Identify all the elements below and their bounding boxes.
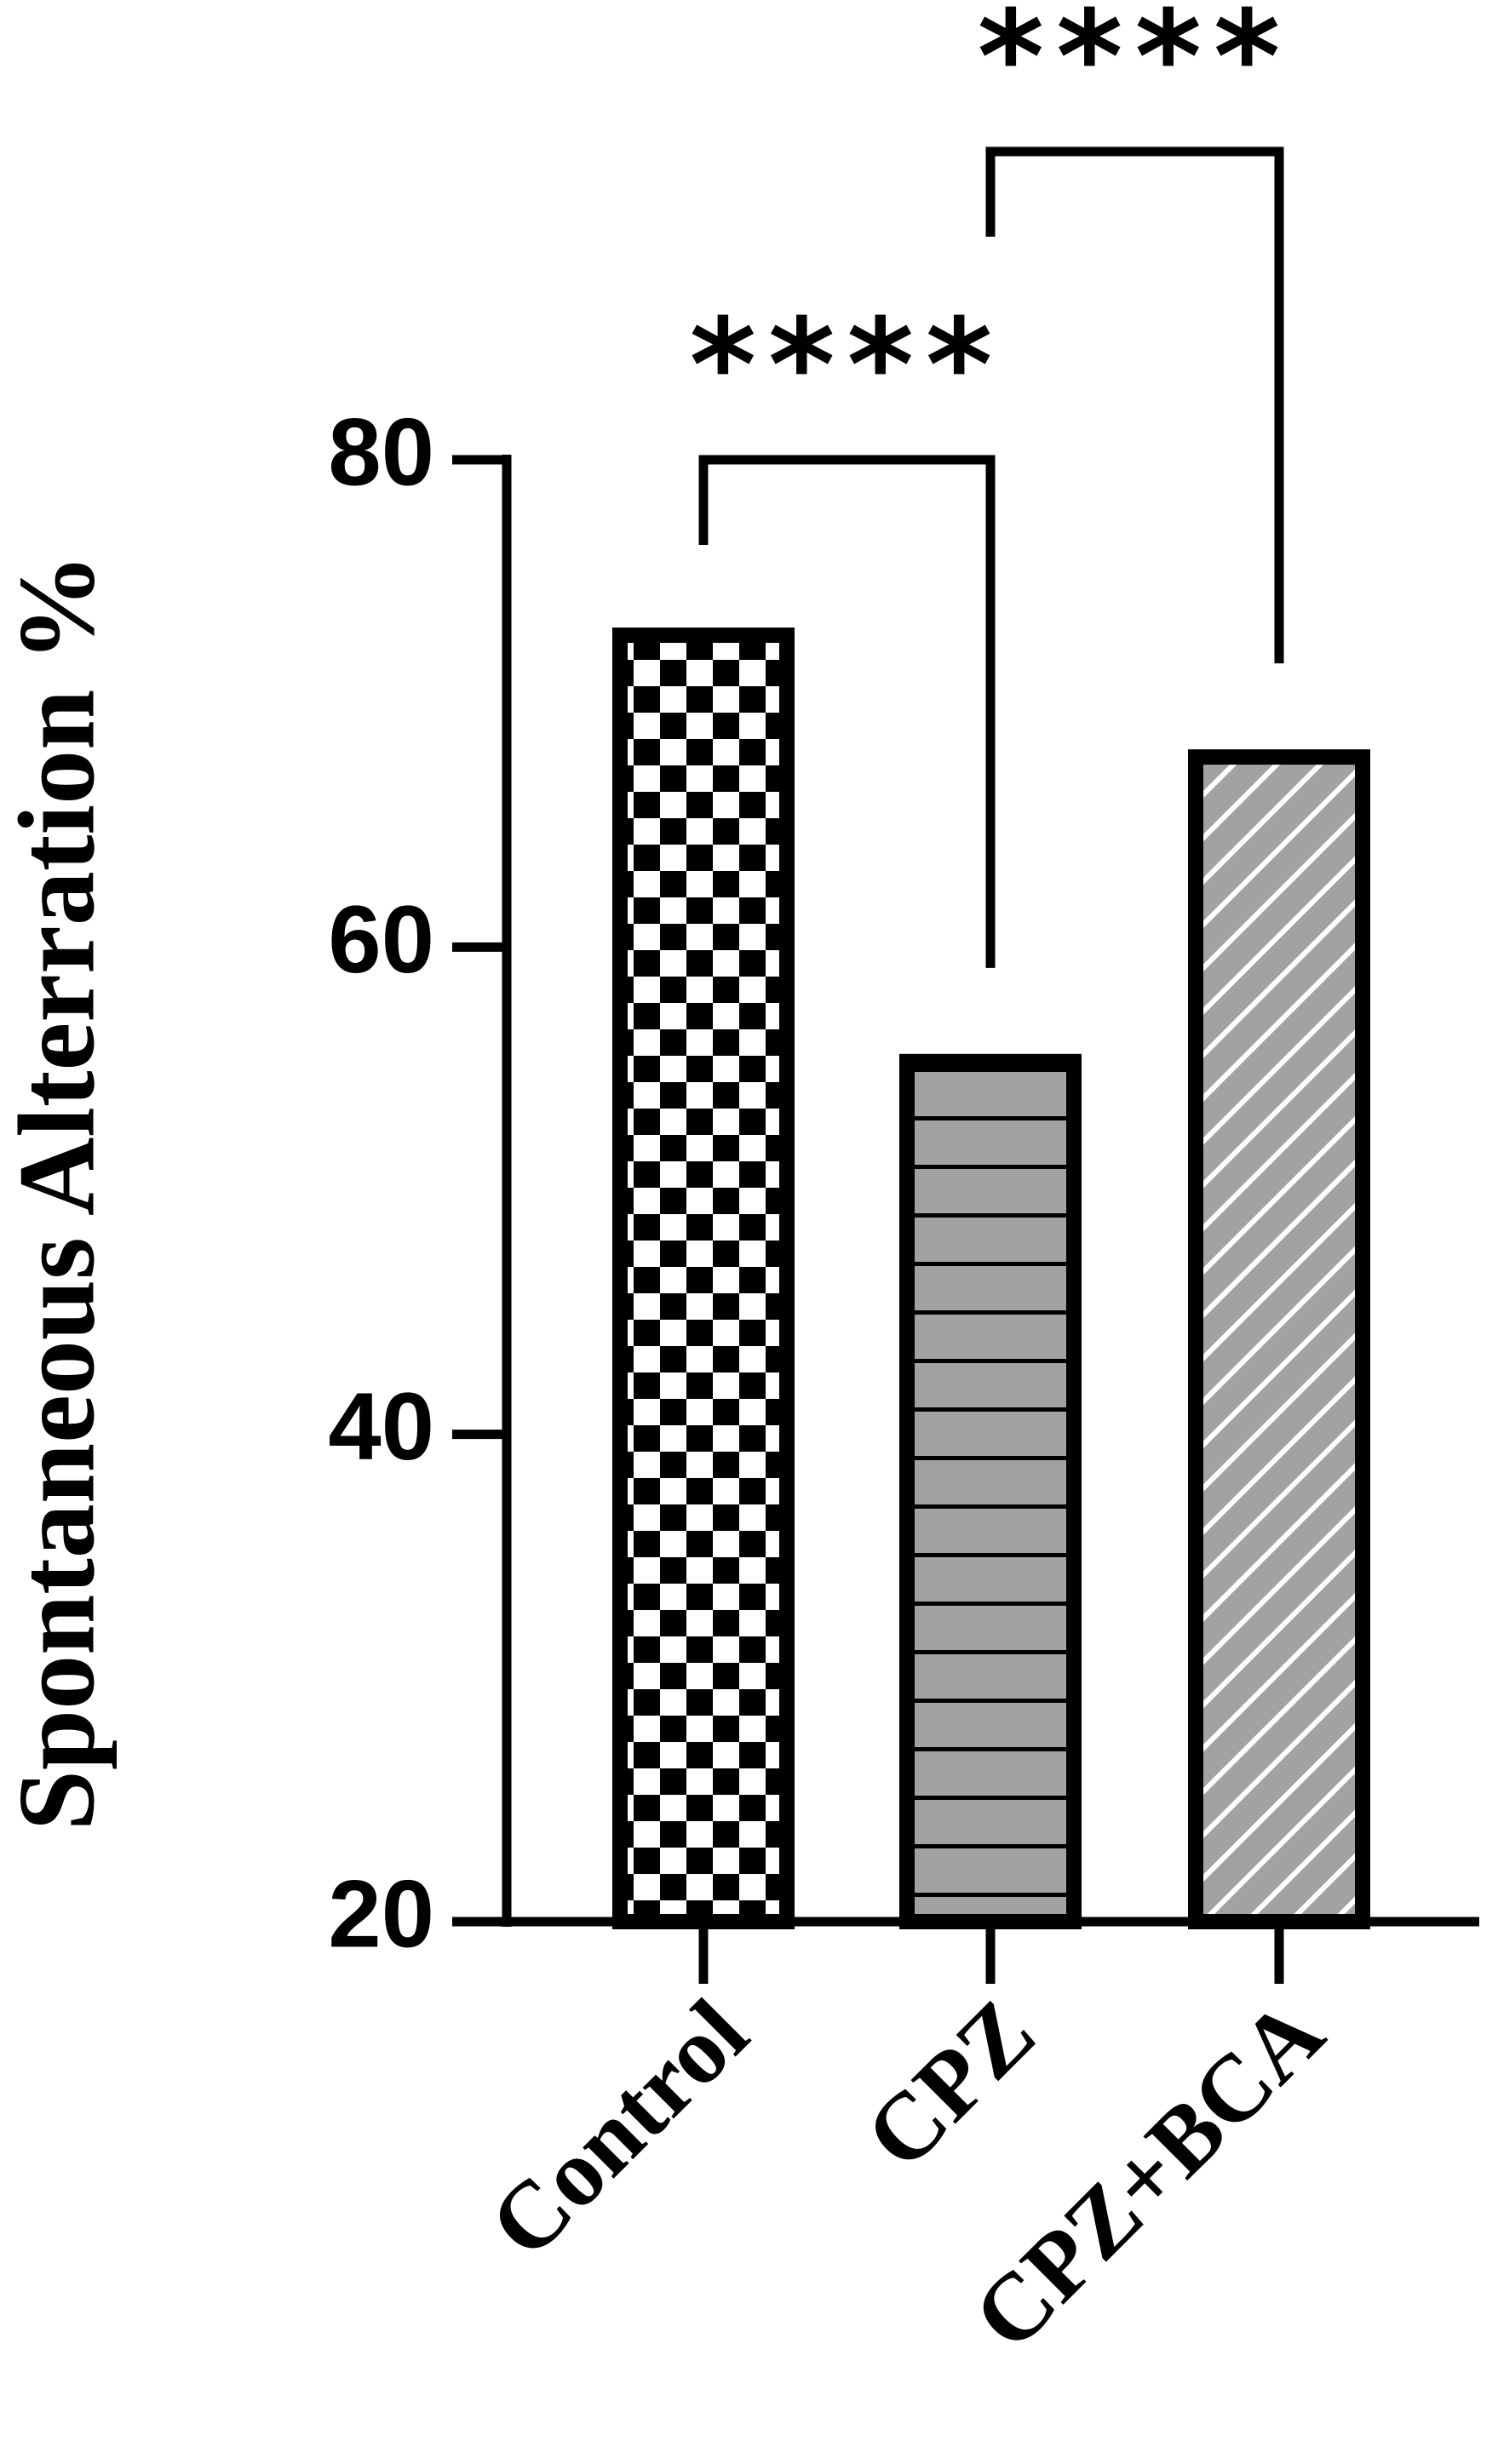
- y-tick-label: 60: [328, 886, 434, 993]
- y-axis-label: Spontaneous Alterration %: [0, 553, 117, 1831]
- significance-bracket: [698, 455, 996, 968]
- significance-label: ****: [978, 0, 1293, 132]
- significance-bracket: [985, 146, 1284, 664]
- y-tick-label: 40: [328, 1373, 434, 1480]
- bar: [899, 1053, 1082, 1929]
- bar: [1188, 749, 1370, 1930]
- x-tick-label: CPZ: [846, 1980, 1055, 2189]
- significance-label: ****: [690, 292, 1005, 440]
- y-tick-label: 20: [328, 1861, 434, 1968]
- y-tick-label: 80: [328, 399, 434, 506]
- bar: [612, 627, 795, 1929]
- x-tick-label: Control: [470, 1980, 768, 2278]
